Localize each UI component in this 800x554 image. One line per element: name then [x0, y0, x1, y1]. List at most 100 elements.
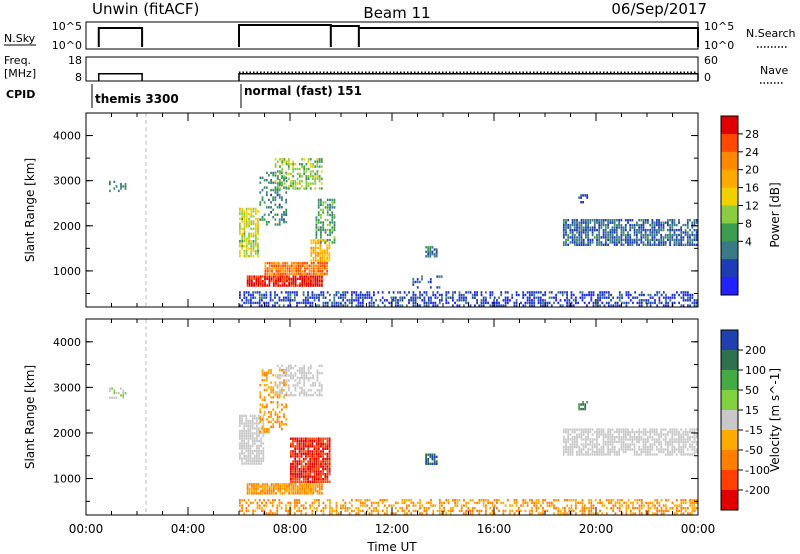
- heatmap-cell: [654, 507, 656, 510]
- heatmap-cell: [269, 296, 272, 299]
- heatmap-cell: [480, 291, 483, 294]
- heatmap-cell: [265, 293, 268, 297]
- heatmap-cell: [573, 236, 576, 239]
- heatmap-cell: [621, 296, 623, 299]
- heatmap-cell: [604, 435, 607, 439]
- heatmap-cell: [397, 301, 399, 305]
- heatmap-cell: [599, 501, 601, 505]
- heatmap-cell: [301, 264, 304, 267]
- heatmap-cell: [250, 245, 253, 248]
- heatmap-cell: [686, 433, 689, 436]
- heatmap-cell: [587, 233, 589, 237]
- heatmap-cell: [658, 291, 661, 294]
- heatmap-cell: [438, 501, 441, 505]
- heatmap-cell: [318, 296, 320, 299]
- heatmap-cell: [622, 430, 625, 434]
- heatmap-cell: [239, 417, 241, 420]
- heatmap-cell: [277, 270, 280, 273]
- heatmap-cell: [658, 221, 660, 224]
- heatmap-cell: [504, 509, 507, 513]
- heatmap-cell: [315, 437, 318, 440]
- date-title: 06/Sep/2017: [611, 0, 707, 18]
- heatmap-cell: [654, 299, 656, 302]
- heatmap-cell: [496, 304, 498, 307]
- heatmap-cell: [669, 241, 671, 244]
- heatmap-cell: [320, 170, 323, 173]
- heatmap-cell: [597, 304, 599, 307]
- heatmap-cell: [604, 443, 607, 446]
- heatmap-cell: [300, 442, 303, 445]
- heatmap-cell: [243, 235, 246, 238]
- heatmap-cell: [256, 454, 258, 458]
- heatmap-cell: [613, 231, 616, 234]
- heatmap-cell: [362, 304, 364, 307]
- heatmap-cell: [268, 492, 271, 495]
- heatmap-cell: [243, 447, 246, 450]
- heatmap-cell: [317, 478, 320, 481]
- heatmap-cell: [111, 387, 113, 390]
- heatmap-cell: [431, 252, 434, 256]
- heatmap-cell: [421, 278, 423, 281]
- heatmap-cell: [307, 177, 310, 180]
- heatmap-cell: [580, 231, 583, 234]
- heatmap-cell: [280, 507, 283, 510]
- colorbar-swatch: [721, 410, 738, 431]
- heatmap-cell: [478, 499, 481, 502]
- heatmap-cell: [680, 304, 683, 307]
- heatmap-cell: [602, 219, 605, 222]
- heatmap-cell: [578, 231, 581, 234]
- heatmap-cell: [263, 396, 266, 399]
- heatmap-cell: [313, 480, 316, 483]
- velocity-ylabel: Slant Range [km]: [23, 365, 37, 469]
- heatmap-cell: [328, 442, 331, 445]
- heatmap-cell: [580, 228, 583, 232]
- heatmap-cell: [328, 244, 331, 247]
- heatmap-cell: [671, 448, 674, 451]
- heatmap-cell: [644, 243, 647, 246]
- heatmap-cell: [287, 364, 290, 367]
- heatmap-cell: [239, 240, 241, 243]
- heatmap-cell: [613, 243, 616, 246]
- heatmap-cell: [290, 264, 293, 267]
- heatmap-cell: [279, 277, 282, 281]
- heatmap-cell: [309, 445, 312, 448]
- heatmap-cell: [261, 489, 264, 493]
- heatmap-cell: [602, 440, 605, 444]
- heatmap-cell: [609, 428, 612, 431]
- heatmap-cell: [310, 483, 312, 486]
- heatmap-cell: [669, 296, 672, 299]
- heatmap-cell: [290, 455, 292, 458]
- heatmap-cell: [682, 238, 685, 242]
- heatmap-cell: [609, 233, 612, 237]
- heatmap-cell: [569, 433, 572, 436]
- heatmap-cell: [608, 301, 610, 305]
- heatmap-cell: [559, 509, 562, 513]
- heatmap-cell: [285, 393, 288, 397]
- heatmap-cell: [320, 460, 322, 463]
- heatmap-cell: [253, 485, 255, 488]
- heatmap-cell: [247, 291, 250, 294]
- nave-tick-top: 60: [704, 54, 718, 67]
- heatmap-cell: [482, 301, 485, 305]
- heatmap-cell: [317, 457, 320, 461]
- heatmap-cell: [296, 442, 299, 445]
- heatmap-cell: [326, 470, 329, 473]
- heatmap-cell: [318, 394, 321, 397]
- heatmap-cell: [691, 231, 694, 234]
- heatmap-cell: [693, 499, 696, 502]
- heatmap-cell: [268, 267, 271, 270]
- heatmap-cell: [324, 504, 327, 507]
- heatmap-cell: [575, 499, 577, 502]
- heatmap-cell: [314, 275, 317, 278]
- heatmap-cell: [305, 465, 307, 468]
- heatmap-cell: [316, 277, 319, 281]
- heatmap-cell: [247, 442, 250, 445]
- heatmap-cell: [669, 428, 671, 431]
- heatmap-cell: [294, 277, 297, 281]
- heatmap-cell: [597, 296, 599, 299]
- heatmap-cell: [425, 246, 427, 249]
- heatmap-cell: [243, 432, 246, 435]
- heatmap-cell: [587, 231, 589, 234]
- heatmap-cell: [608, 296, 610, 299]
- heatmap-cell: [307, 376, 310, 380]
